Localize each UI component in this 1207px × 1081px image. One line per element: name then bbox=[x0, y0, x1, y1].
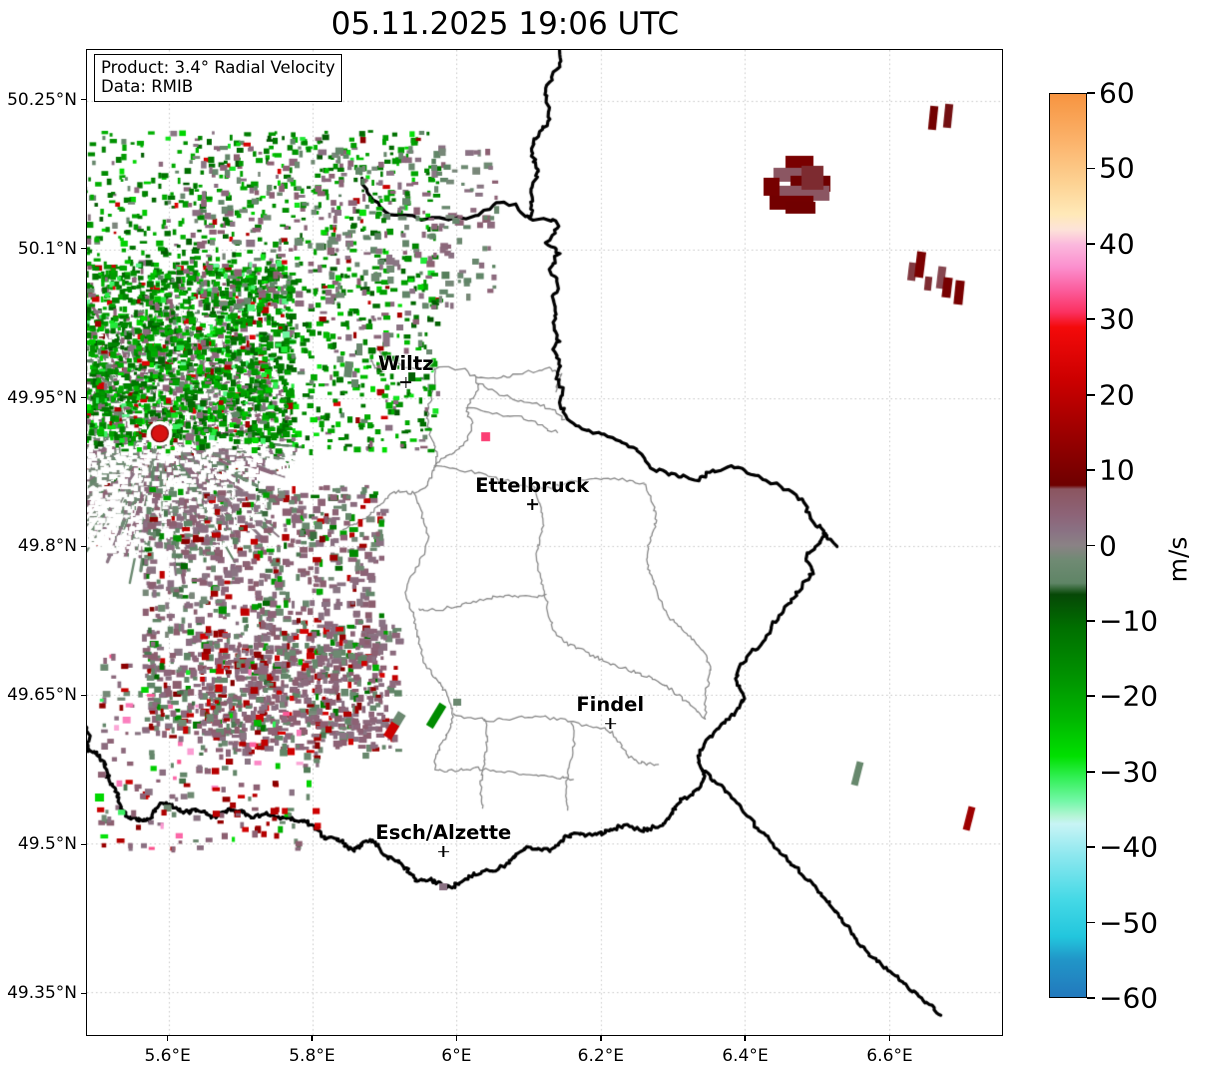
colorbar-tick-label-2: 40 bbox=[1099, 227, 1135, 261]
colorbar-tick-label-0: 60 bbox=[1099, 76, 1135, 110]
info-product-line: Product: 3.4° Radial Velocity bbox=[101, 58, 336, 77]
x-tick-label-4: 6.4°E bbox=[722, 1046, 769, 1066]
y-tick-label-0: 50.25°N bbox=[7, 89, 77, 110]
colorbar-tick-label-4: 20 bbox=[1099, 378, 1135, 412]
x-tick-mark bbox=[888, 1036, 891, 1041]
colorbar[interactable]: 60 50 40 30 20 10 0 −10 −20 −30 −40 −50 −60 bbox=[1049, 77, 1158, 1015]
x-tick-label-5: 6.6°E bbox=[866, 1046, 913, 1066]
y-tick-mark bbox=[81, 247, 86, 250]
colorbar-tick-label-5: 10 bbox=[1099, 453, 1135, 487]
x-tick-label-0: 5.6°E bbox=[144, 1046, 191, 1066]
x-tick-mark bbox=[455, 1036, 458, 1041]
colorbar-tick-label-10: −40 bbox=[1099, 830, 1159, 864]
colorbar-tick-mark bbox=[1087, 846, 1095, 849]
colorbar-tick-mark bbox=[1087, 92, 1095, 94]
x-tick-mark bbox=[311, 1036, 313, 1041]
x-tick-mark bbox=[600, 1036, 602, 1041]
x-tick-mark bbox=[166, 1036, 169, 1041]
colorbar-tick-mark bbox=[1087, 544, 1095, 547]
x-tick-mark bbox=[744, 1036, 746, 1041]
x-tick-label-2: 6°E bbox=[441, 1046, 472, 1066]
colorbar-gradient bbox=[1049, 93, 1087, 998]
colorbar-tick-mark bbox=[1087, 620, 1095, 622]
colorbar-tick-mark bbox=[1087, 921, 1095, 924]
radar-map-canvas[interactable] bbox=[87, 50, 1002, 1035]
y-tick-label-1: 50.1°N bbox=[17, 238, 77, 259]
colorbar-tick-label-12: −60 bbox=[1099, 981, 1159, 1015]
x-tick-label-3: 6.2°E bbox=[577, 1046, 624, 1066]
colorbar-tick-label-8: −20 bbox=[1099, 679, 1159, 713]
colorbar-tick-label-7: −10 bbox=[1099, 604, 1159, 638]
colorbar-tick-label-11: −50 bbox=[1099, 906, 1159, 940]
colorbar-tick-mark bbox=[1087, 318, 1095, 321]
y-tick-mark bbox=[81, 992, 86, 995]
radar-map-plot[interactable]: Product: 3.4° Radial Velocity Data: RMIB bbox=[86, 49, 1003, 1036]
y-tick-label-4: 49.65°N bbox=[7, 685, 77, 706]
y-tick-label-5: 49.5°N bbox=[17, 834, 77, 855]
y-tick-label-3: 49.8°N bbox=[17, 536, 77, 557]
y-tick-mark bbox=[81, 843, 86, 846]
x-tick-label-1: 5.8°E bbox=[288, 1046, 336, 1066]
colorbar-tick-mark bbox=[1087, 393, 1095, 396]
colorbar-tick-label-9: −30 bbox=[1099, 755, 1159, 789]
y-tick-mark bbox=[81, 396, 86, 399]
colorbar-tick-label-3: 30 bbox=[1099, 302, 1135, 336]
y-tick-label-6: 49.35°N bbox=[7, 983, 77, 1004]
colorbar-tick-mark bbox=[1087, 997, 1095, 999]
product-info-box: Product: 3.4° Radial Velocity Data: RMIB bbox=[94, 54, 343, 102]
y-tick-mark bbox=[81, 545, 86, 548]
y-tick-mark bbox=[81, 98, 86, 101]
colorbar-tick-mark bbox=[1087, 469, 1095, 471]
y-tick-label-2: 49.95°N bbox=[7, 387, 77, 408]
colorbar-tick-mark bbox=[1087, 167, 1095, 170]
info-data-line: Data: RMIB bbox=[101, 77, 194, 97]
page-title: 05.11.2025 19:06 UTC bbox=[331, 6, 679, 42]
colorbar-tick-mark bbox=[1087, 770, 1095, 773]
y-tick-mark bbox=[81, 694, 86, 697]
colorbar-tick-label-1: 50 bbox=[1099, 151, 1135, 185]
colorbar-tick-label-6: 0 bbox=[1099, 529, 1117, 562]
colorbar-tick-mark bbox=[1087, 695, 1095, 698]
colorbar-unit-label: m/s bbox=[1163, 536, 1193, 583]
colorbar-tick-mark bbox=[1087, 242, 1095, 245]
